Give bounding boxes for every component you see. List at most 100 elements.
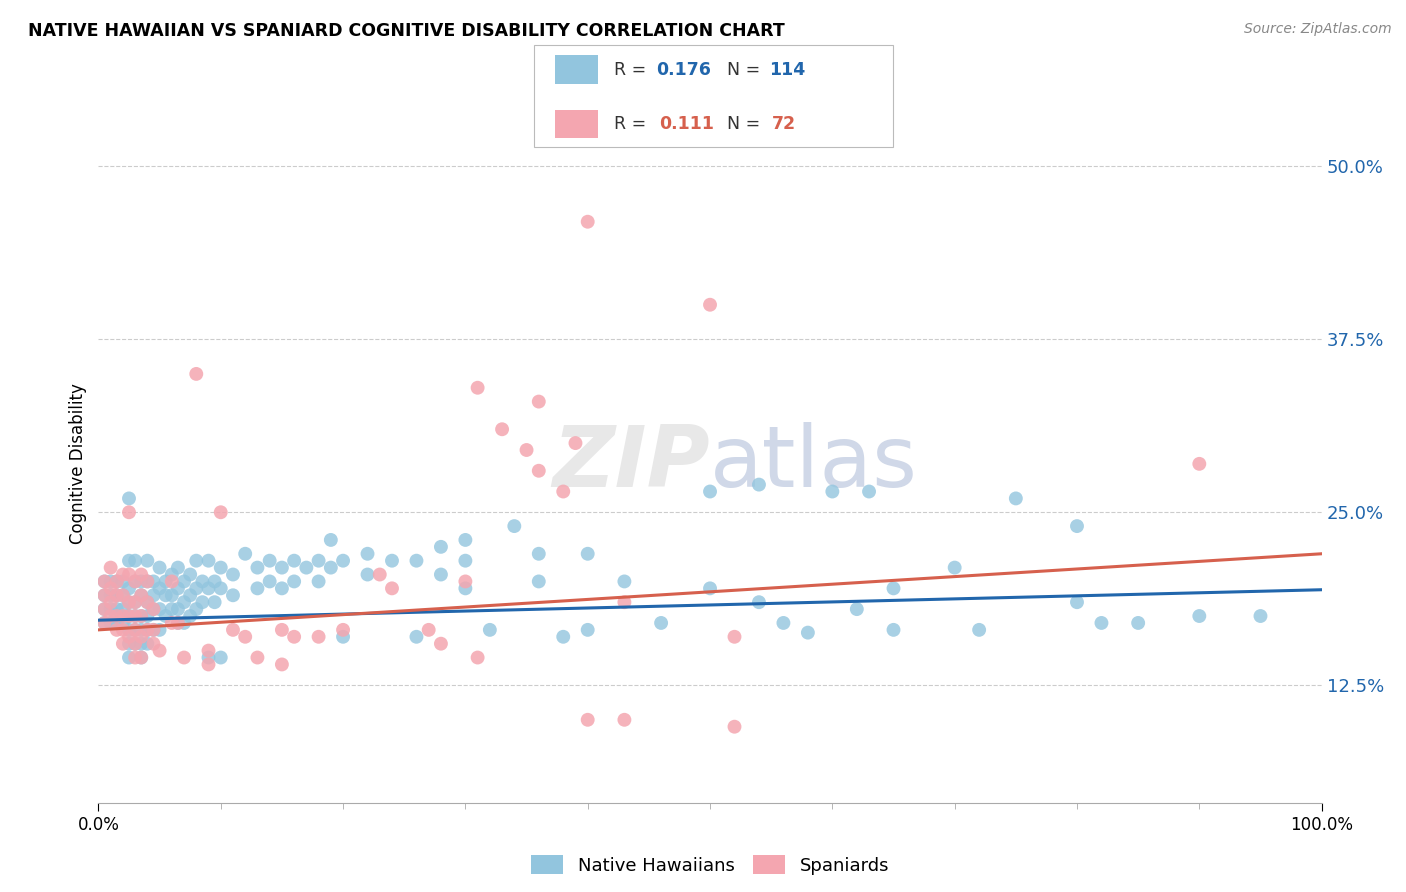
Point	[93, 574, 115, 589]
Point	[100, 582, 122, 596]
Point	[186, 582, 208, 596]
Point	[93, 602, 115, 616]
Point	[503, 519, 526, 533]
Point	[883, 582, 905, 596]
Point	[118, 637, 141, 651]
Point	[129, 650, 152, 665]
Point	[129, 650, 152, 665]
Point	[454, 533, 477, 547]
Point	[186, 367, 208, 381]
Point	[209, 560, 232, 574]
Point	[124, 554, 146, 568]
Point	[283, 574, 305, 589]
Point	[136, 609, 159, 624]
Point	[233, 630, 256, 644]
Legend: Native Hawaiians, Spaniards: Native Hawaiians, Spaniards	[523, 848, 897, 882]
Point	[105, 588, 128, 602]
Point	[319, 533, 342, 547]
Point	[1249, 609, 1271, 624]
Point	[209, 582, 232, 596]
Point	[173, 574, 195, 589]
Point	[129, 609, 152, 624]
Point	[100, 560, 122, 574]
Point	[111, 602, 134, 616]
Point	[699, 484, 721, 499]
Point	[105, 623, 128, 637]
Text: 0.176: 0.176	[657, 61, 711, 78]
Point	[204, 595, 226, 609]
Point	[283, 630, 305, 644]
Point	[136, 574, 159, 589]
Text: R =: R =	[614, 115, 658, 133]
Point	[650, 615, 672, 630]
Point	[197, 582, 219, 596]
Text: N =: N =	[727, 61, 766, 78]
Point	[246, 560, 269, 574]
Point	[222, 567, 245, 582]
Point	[111, 588, 134, 602]
Point	[478, 623, 501, 637]
Point	[246, 650, 269, 665]
Point	[748, 477, 770, 491]
Point	[454, 554, 477, 568]
Point	[167, 615, 190, 630]
Point	[118, 582, 141, 596]
Point	[613, 574, 636, 589]
Point	[270, 623, 294, 637]
Point	[129, 609, 152, 624]
Point	[527, 574, 550, 589]
Point	[576, 623, 599, 637]
Point	[467, 381, 489, 395]
Point	[93, 574, 115, 589]
Point	[124, 595, 146, 609]
Point	[576, 547, 599, 561]
Point	[430, 637, 453, 651]
Point	[124, 637, 146, 651]
Point	[93, 615, 115, 630]
Point	[111, 574, 134, 589]
Point	[332, 630, 354, 644]
Text: atlas: atlas	[710, 422, 918, 506]
Point	[723, 720, 745, 734]
Point	[527, 394, 550, 409]
Point	[129, 630, 152, 644]
Point	[1066, 595, 1088, 609]
Point	[100, 602, 122, 616]
Point	[160, 574, 183, 589]
Point	[613, 595, 636, 609]
Point	[1066, 519, 1088, 533]
Point	[576, 713, 599, 727]
Point	[149, 560, 172, 574]
Point	[124, 574, 146, 589]
Point	[1090, 615, 1112, 630]
Point	[772, 615, 794, 630]
Point	[270, 582, 294, 596]
Point	[883, 623, 905, 637]
Point	[105, 609, 128, 624]
Point	[430, 567, 453, 582]
Point	[748, 595, 770, 609]
Point	[454, 574, 477, 589]
Point	[699, 298, 721, 312]
Point	[270, 560, 294, 574]
Point	[332, 554, 354, 568]
Point	[173, 595, 195, 609]
Point	[118, 491, 141, 506]
Point	[430, 540, 453, 554]
Point	[167, 615, 190, 630]
Point	[723, 630, 745, 644]
Point	[93, 588, 115, 602]
Point	[308, 574, 330, 589]
Point	[858, 484, 880, 499]
Point	[943, 560, 966, 574]
Point	[100, 595, 122, 609]
Point	[160, 615, 183, 630]
Point	[129, 574, 152, 589]
Point	[142, 623, 165, 637]
Point	[332, 623, 354, 637]
Point	[209, 650, 232, 665]
Point	[613, 713, 636, 727]
Point	[111, 609, 134, 624]
Point	[142, 574, 165, 589]
Point	[124, 623, 146, 637]
